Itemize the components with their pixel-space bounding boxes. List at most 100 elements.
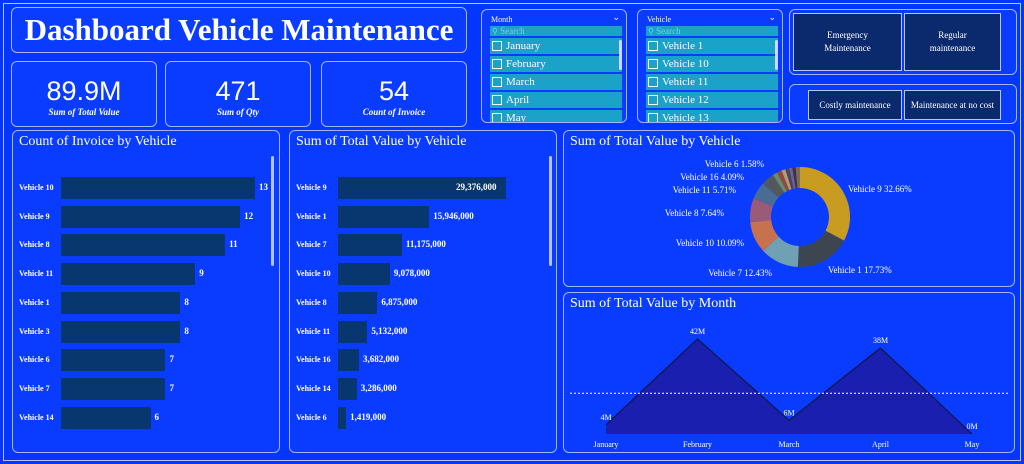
slicer-option[interactable]: Vehicle 12	[646, 92, 778, 108]
bar-row[interactable]: Vehicle 11 9	[13, 263, 279, 286]
x-tick-label: May	[965, 440, 980, 449]
emergency-maintenance-button[interactable]: Emergency Maintenance	[793, 13, 902, 71]
vehicle-slicer[interactable]: Vehicle ⌄ ⚲ Search Vehicle 1 Vehicle 10 …	[637, 9, 783, 123]
donut-slice[interactable]	[789, 167, 796, 189]
bar[interactable]	[61, 177, 255, 199]
chart-title: Sum of Total Value by Vehicle	[296, 134, 467, 149]
bar[interactable]	[338, 377, 357, 400]
donut-slice[interactable]	[792, 167, 798, 189]
bar-row[interactable]: Vehicle 10 9,078,000	[290, 263, 556, 286]
bar-row[interactable]: Vehicle 8 11	[13, 234, 279, 257]
bar[interactable]	[338, 406, 347, 429]
search-placeholder: Search	[656, 26, 681, 36]
bar[interactable]	[61, 205, 241, 228]
bar[interactable]	[338, 263, 390, 286]
bar-row[interactable]: Vehicle 7 7	[13, 377, 279, 400]
slicer-option[interactable]: March	[490, 74, 622, 90]
checkbox[interactable]	[492, 77, 502, 87]
slicer-option[interactable]: January	[490, 38, 622, 54]
donut-slice[interactable]	[772, 172, 787, 193]
bar-row[interactable]: Vehicle 14 3,286,000	[290, 377, 556, 400]
bar-row[interactable]: Vehicle 14 6	[13, 406, 279, 429]
bar[interactable]	[61, 234, 226, 257]
bar[interactable]	[61, 406, 151, 429]
bar-row[interactable]: Vehicle 9 29,376,000	[290, 177, 556, 199]
slicer-option[interactable]: May	[490, 110, 622, 122]
bar-row[interactable]: Vehicle 7 11,175,000	[290, 234, 556, 257]
chevron-down-icon[interactable]: ⌄	[612, 12, 620, 22]
bar-row[interactable]: Vehicle 1 15,946,000	[290, 205, 556, 228]
bar[interactable]	[61, 349, 166, 372]
regular-maintenance-button[interactable]: Regular maintenance	[904, 13, 1001, 71]
bar-row[interactable]: Vehicle 6 1,419,000	[290, 406, 556, 429]
checkbox[interactable]	[648, 113, 658, 122]
checkbox[interactable]	[648, 77, 658, 87]
search-input[interactable]: ⚲ Search	[646, 26, 778, 36]
donut-slice[interactable]	[798, 167, 800, 189]
bar-row[interactable]: Vehicle 6 7	[13, 349, 279, 372]
data-label: 7	[169, 382, 174, 393]
slicer-option[interactable]: February	[490, 56, 622, 72]
bar[interactable]	[338, 291, 378, 314]
no-cost-maintenance-button[interactable]: Maintenance at no cost	[904, 90, 1001, 120]
scrollbar[interactable]	[619, 40, 622, 70]
costly-maintenance-button[interactable]: Costly maintenance	[808, 90, 902, 120]
donut-slice[interactable]	[753, 183, 779, 207]
bar-row[interactable]: Vehicle 1 8	[13, 291, 279, 314]
option-label: April	[506, 94, 530, 106]
bar[interactable]	[338, 234, 402, 257]
checkbox[interactable]	[492, 41, 502, 51]
bar[interactable]	[338, 177, 506, 199]
donut-slice[interactable]	[781, 169, 792, 191]
checkbox[interactable]	[648, 95, 658, 105]
month-slicer[interactable]: Month ⌄ ⚲ Search January February March …	[481, 9, 627, 123]
data-label: 42M	[690, 327, 705, 336]
scrollbar[interactable]	[549, 156, 552, 266]
donut-slice[interactable]	[785, 168, 794, 190]
bar-row[interactable]: Vehicle 16 3,682,000	[290, 349, 556, 372]
checkbox[interactable]	[492, 95, 502, 105]
bar[interactable]	[61, 320, 181, 343]
category-label: Vehicle 14	[19, 412, 54, 422]
bar-row[interactable]: Vehicle 8 6,875,000	[290, 291, 556, 314]
bar-row[interactable]: Vehicle 9 12	[13, 205, 279, 228]
bar[interactable]	[338, 205, 430, 228]
donut-slice[interactable]	[777, 170, 790, 192]
bar[interactable]	[338, 320, 368, 343]
bar[interactable]	[61, 377, 166, 400]
donut-slice[interactable]	[750, 198, 774, 223]
donut-slice[interactable]	[795, 167, 800, 189]
checkbox[interactable]	[492, 113, 502, 122]
slicer-option[interactable]: Vehicle 11	[646, 74, 778, 90]
category-label: Vehicle 11	[19, 269, 54, 279]
category-label: Vehicle 3	[19, 326, 50, 336]
checkbox[interactable]	[648, 59, 658, 69]
donut-slice[interactable]	[763, 175, 785, 198]
bar[interactable]	[61, 291, 181, 314]
slicer-option[interactable]: Vehicle 13	[646, 110, 778, 122]
donut-slice[interactable]	[800, 167, 850, 241]
bar[interactable]	[338, 349, 360, 372]
slicer-option[interactable]: Vehicle 1	[646, 38, 778, 54]
donut-slice[interactable]	[750, 220, 779, 251]
slicer-title: Vehicle	[647, 15, 671, 24]
slicer-option[interactable]: April	[490, 92, 622, 108]
donut-slice[interactable]	[763, 236, 799, 267]
bar-row[interactable]: Vehicle 10 13	[13, 177, 279, 199]
scrollbar[interactable]	[775, 40, 778, 70]
checkbox[interactable]	[492, 59, 502, 69]
button-label: Maintenance at no cost	[910, 99, 995, 110]
checkbox[interactable]	[648, 41, 658, 51]
chevron-down-icon[interactable]: ⌄	[768, 12, 776, 22]
bar-row[interactable]: Vehicle 3 8	[13, 320, 279, 343]
donut-slice[interactable]	[797, 230, 845, 267]
search-input[interactable]: ⚲ Search	[490, 26, 622, 36]
area-line	[605, 337, 973, 435]
area-fill[interactable]	[606, 339, 972, 434]
search-icon: ⚲	[492, 27, 498, 36]
bar[interactable]	[61, 263, 196, 286]
scrollbar[interactable]	[271, 156, 274, 266]
slicer-option[interactable]: Vehicle 10	[646, 56, 778, 72]
data-label: 8	[184, 296, 189, 307]
bar-row[interactable]: Vehicle 11 5,132,000	[290, 320, 556, 343]
